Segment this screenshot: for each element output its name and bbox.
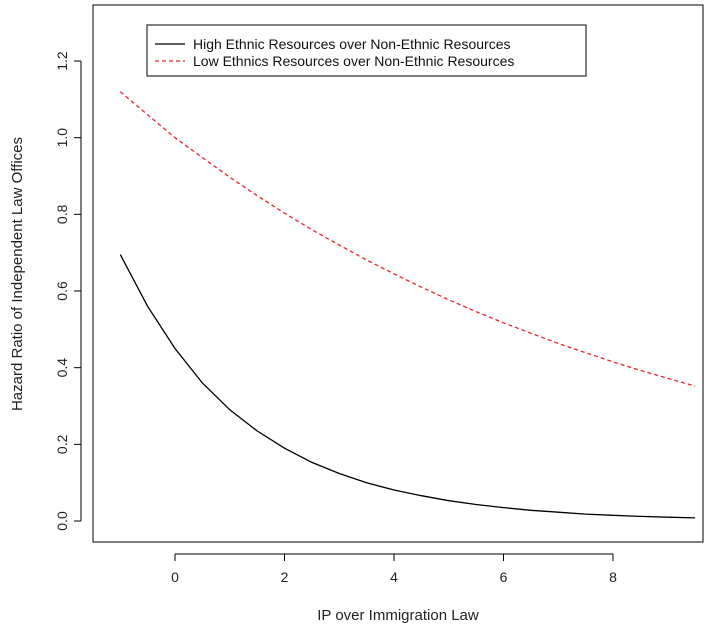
- y-tick-label: 1.2: [54, 51, 70, 71]
- x-axis: 0 2 4 6 8: [171, 553, 617, 585]
- y-tick-label: 0.2: [54, 434, 70, 454]
- legend: High Ethnic Resources over Non-Ethnic Re…: [146, 24, 587, 77]
- y-tick-label: 0.4: [54, 358, 70, 378]
- y-axis-label: Hazard Ratio of Independent Law Offices: [9, 137, 26, 411]
- plot-frame: [92, 4, 704, 543]
- x-axis-label: IP over Immigration Law: [317, 607, 479, 624]
- legend-label-low-ethnic: Low Ethnics Resources over Non-Ethnic Re…: [193, 53, 514, 69]
- y-tick-label: 0.0: [54, 511, 70, 531]
- y-tick-label: 0.8: [54, 204, 70, 224]
- x-tick-label: 0: [171, 569, 179, 585]
- x-tick-label: 2: [281, 569, 289, 585]
- x-tick-label: 6: [500, 569, 508, 585]
- series-line-high-ethnic: [119, 254, 696, 519]
- y-tick-label: 1.0: [54, 128, 70, 148]
- x-tick-label: 4: [390, 569, 398, 585]
- series-layer: [119, 91, 696, 519]
- legend-label-high-ethnic: High Ethnic Resources over Non-Ethnic Re…: [193, 36, 510, 52]
- x-tick-label: 8: [609, 569, 617, 585]
- series-line-low-ethnic: [119, 91, 696, 387]
- y-axis: 0.0 0.2 0.4 0.6 0.8 1.0 1.2: [54, 51, 82, 531]
- y-tick-label: 0.6: [54, 281, 70, 301]
- legend-box: [146, 24, 587, 77]
